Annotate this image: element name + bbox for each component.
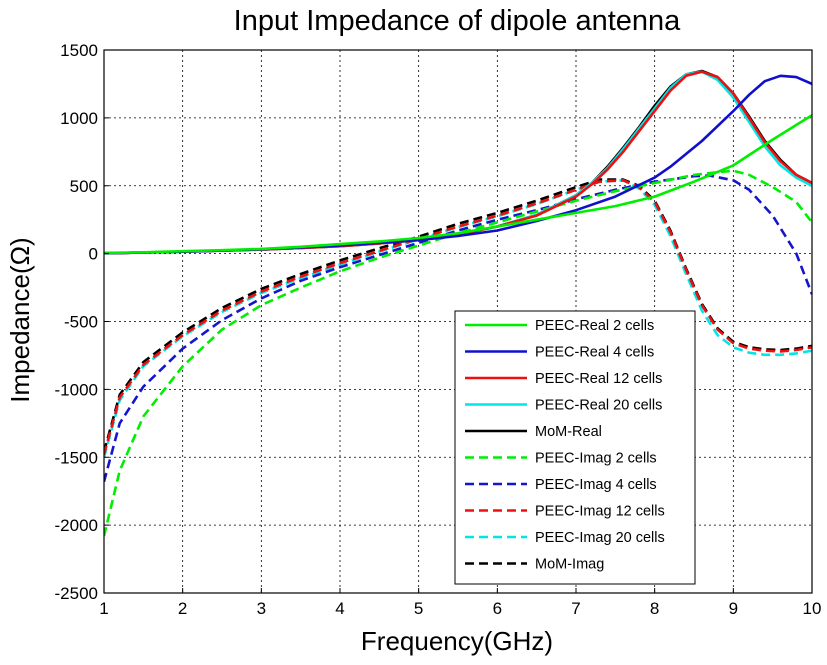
y-tick-label: 500 — [70, 177, 98, 196]
x-tick-label: 3 — [257, 599, 266, 618]
y-axis-label: Impedance(Ω) — [5, 237, 35, 402]
y-tick-label: -2500 — [55, 584, 98, 603]
legend-label: PEEC-Real 12 cells — [535, 371, 662, 387]
series-line-peec-imag-2-cells — [104, 169, 812, 537]
y-tick-label: 1000 — [60, 109, 98, 128]
legend-label: PEEC-Imag 4 cells — [535, 477, 657, 493]
x-tick-label: 4 — [335, 599, 344, 618]
legend-label: PEEC-Imag 2 cells — [535, 451, 657, 467]
legend-label: PEEC-Real 2 cells — [535, 318, 654, 334]
y-tick-label: -500 — [64, 313, 98, 332]
y-tick-label: 0 — [89, 245, 98, 264]
series-line-peec-real-2-cells — [104, 114, 812, 255]
x-tick-label: 5 — [414, 599, 423, 618]
series-line-peec-real-20-cells — [104, 70, 812, 255]
legend-label: MoM-Imag — [535, 557, 604, 573]
x-tick-label: 10 — [803, 599, 822, 618]
y-tick-label: -1500 — [55, 448, 98, 467]
y-tick-label: 1500 — [60, 41, 98, 60]
series-line-mom-real — [104, 69, 812, 255]
series-line-peec-imag-4-cells — [104, 174, 812, 483]
legend: PEEC-Real 2 cells PEEC-Real 4 cells PEEC-R… — [454, 310, 696, 585]
x-axis-label: Frequency(GHz) — [361, 626, 553, 656]
legend-label: PEEC-Imag 12 cells — [535, 504, 665, 520]
legend-label: MoM-Real — [535, 424, 602, 440]
legend-label: PEEC-Real 4 cells — [535, 345, 654, 361]
series-line-peec-real-12-cells — [104, 70, 812, 255]
chart-title: Input Impedance of dipole antenna — [234, 5, 681, 37]
tick-labels: 1 2 3 4 5 6 7 8 9 10 -2500 -2000 -1500 -1000 -500 0 500 1… — [55, 41, 822, 618]
y-tick-label: -2000 — [55, 516, 98, 535]
legend-label: PEEC-Real 20 cells — [535, 398, 662, 414]
y-tick-label: -1000 — [55, 380, 98, 399]
legend-label: PEEC-Imag 20 cells — [535, 530, 665, 546]
x-tick-label: 6 — [493, 599, 502, 618]
x-tick-label: 1 — [99, 599, 108, 618]
legend-box — [454, 310, 696, 585]
x-tick-label: 7 — [571, 599, 580, 618]
x-tick-label: 9 — [729, 599, 738, 618]
x-tick-label: 2 — [178, 599, 187, 618]
series-line-peec-real-4-cells — [104, 74, 812, 255]
series-lines — [104, 69, 812, 537]
x-tick-label: 8 — [650, 599, 659, 618]
